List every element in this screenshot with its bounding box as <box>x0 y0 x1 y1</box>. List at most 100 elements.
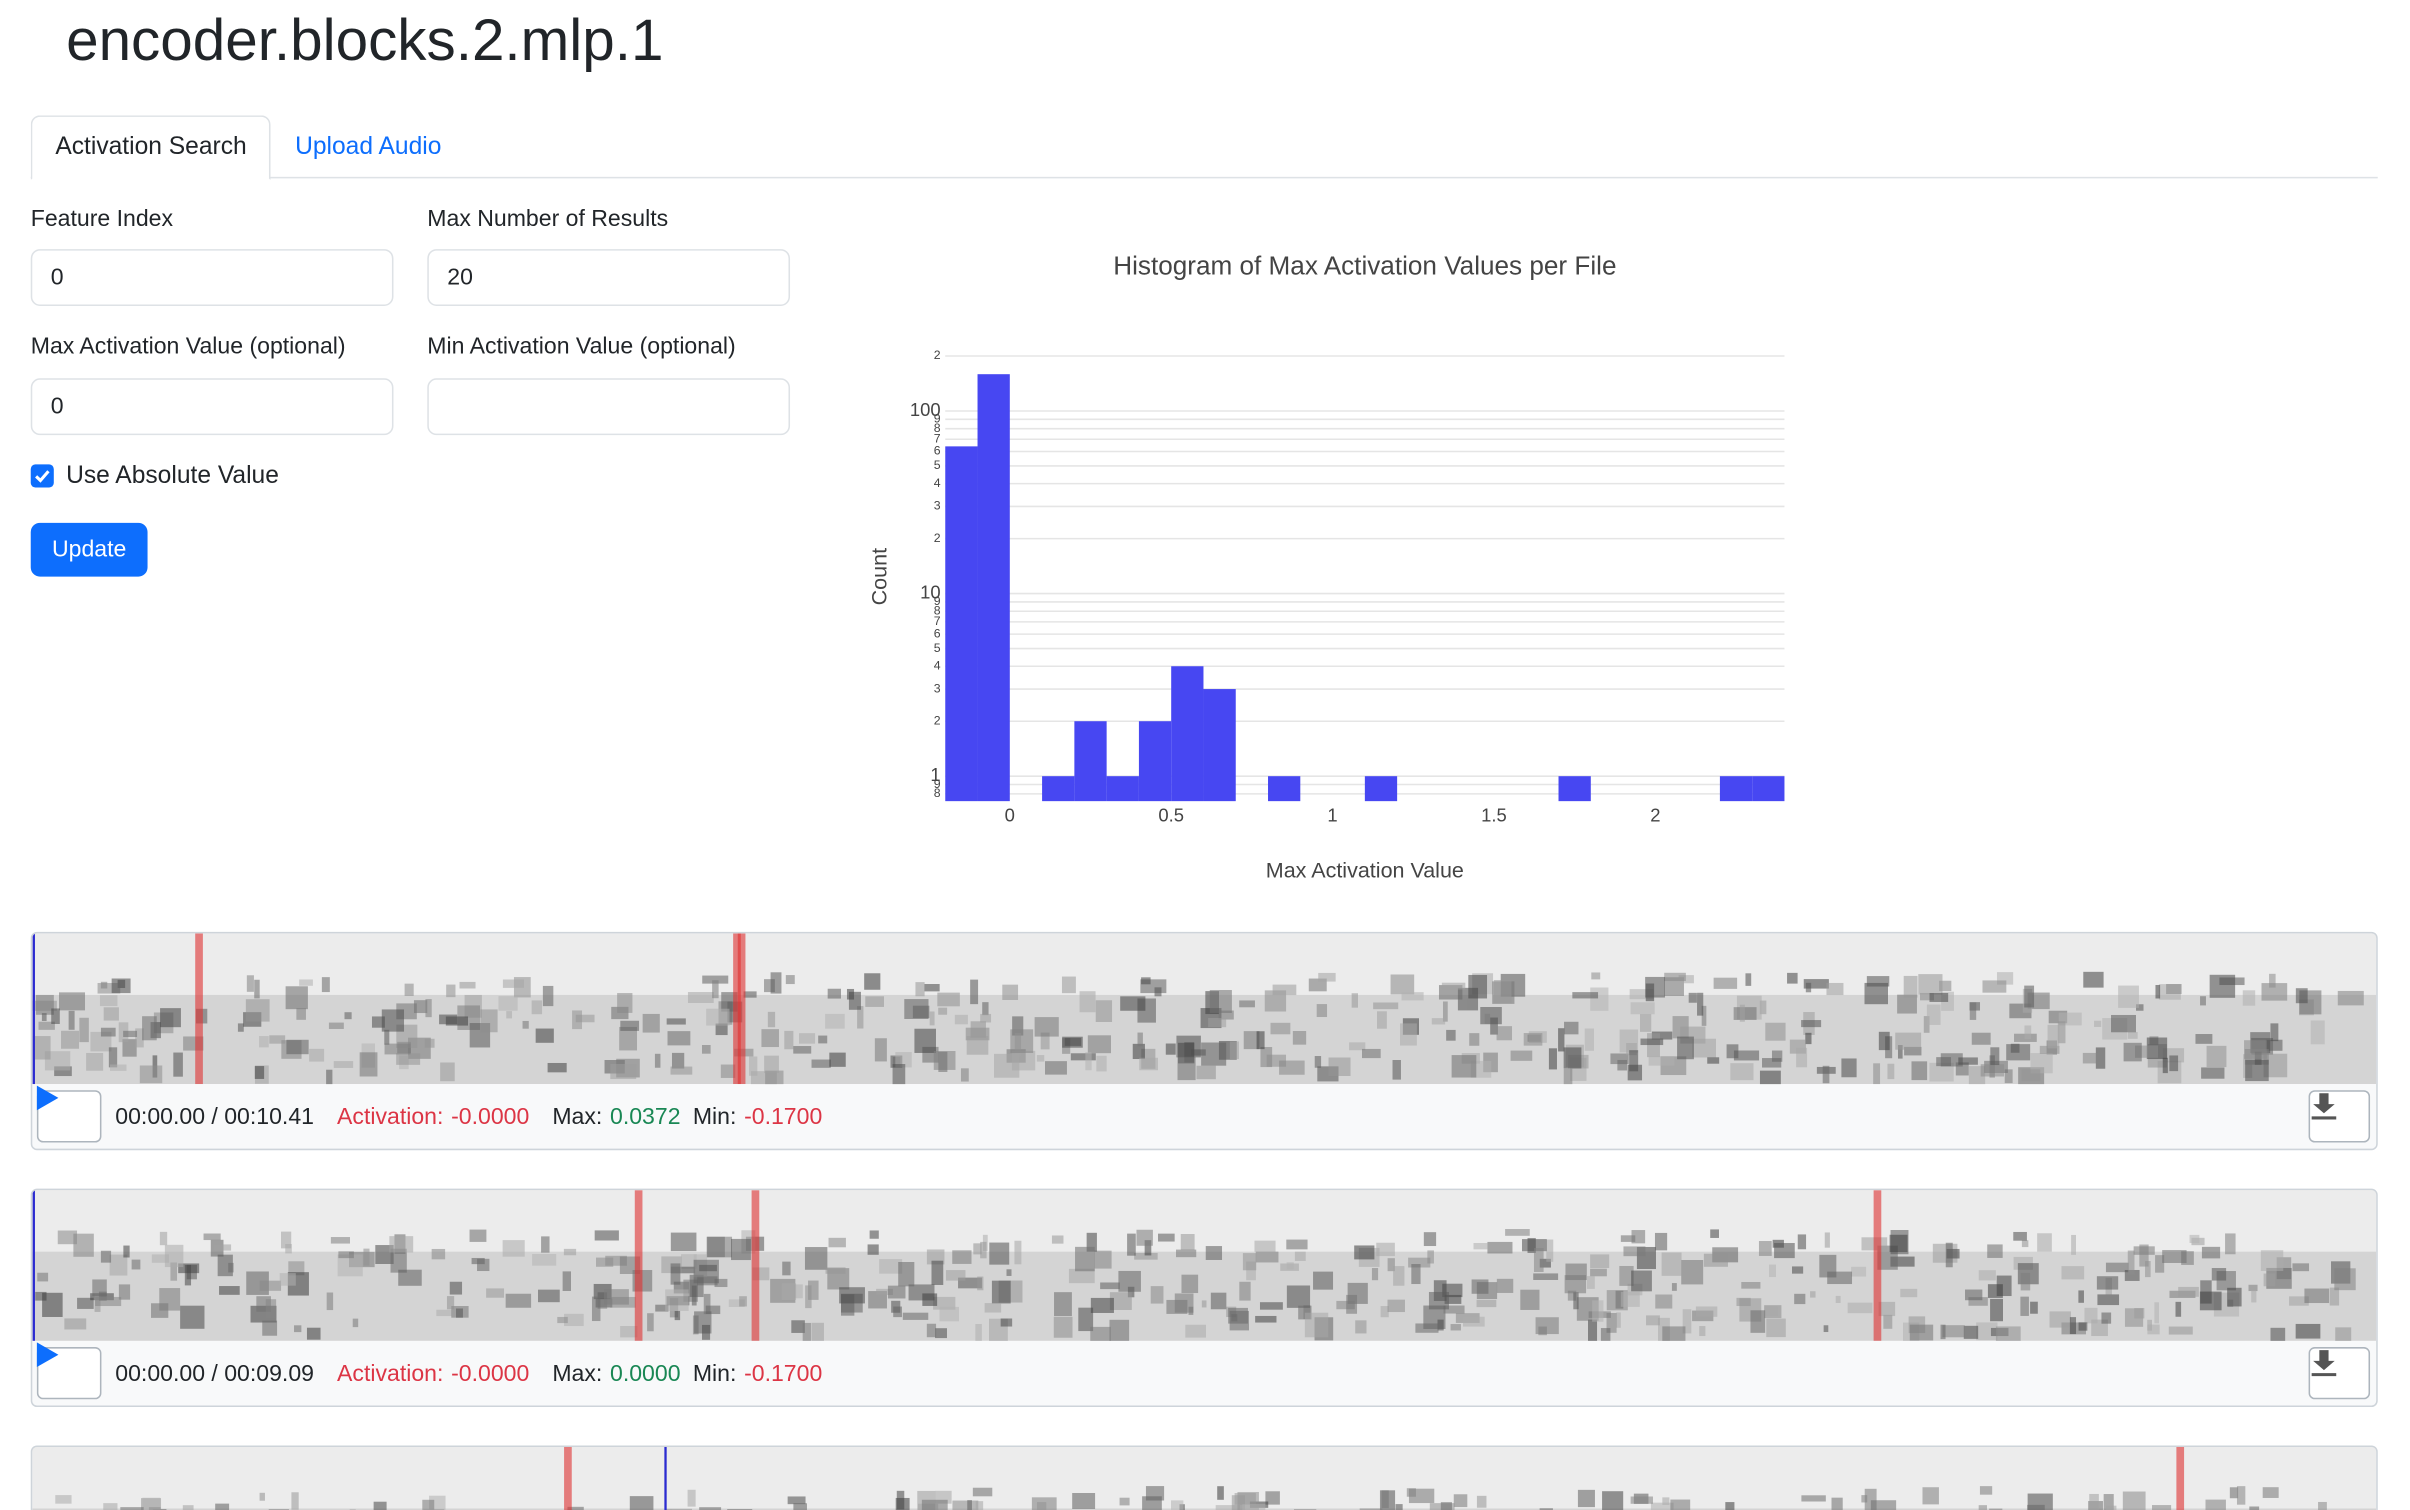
update-button[interactable]: Update <box>30 522 148 577</box>
spectrogram-texture <box>619 1026 638 1051</box>
play-button[interactable] <box>36 1342 102 1400</box>
spectrogram-texture <box>868 1291 887 1309</box>
spectrogram-texture <box>693 1259 719 1284</box>
checkbox[interactable] <box>30 464 54 488</box>
spectrogram-texture <box>867 1244 879 1255</box>
spectrogram-texture <box>2201 1067 2225 1079</box>
spectrogram-texture <box>1359 1508 1383 1510</box>
spectrogram-texture <box>1428 1291 1449 1310</box>
spectrogram-texture <box>2155 985 2161 999</box>
spectrogram-texture <box>1085 1052 1092 1071</box>
spectrogram-texture <box>937 992 960 1007</box>
spectrogram-texture <box>79 1017 89 1043</box>
tab[interactable]: Activation Search <box>30 115 271 180</box>
spectrogram-texture <box>2329 1287 2340 1306</box>
spectrogram-texture <box>879 1259 903 1274</box>
spectrogram-texture <box>764 979 775 993</box>
spectrogram-texture <box>2292 1263 2310 1272</box>
spectrogram-texture <box>805 1285 812 1309</box>
spectrogram-texture <box>575 1014 595 1023</box>
spectrogram-texture <box>893 1306 902 1318</box>
spectrogram-texture <box>1031 1497 1057 1510</box>
spectrogram-texture <box>706 1008 730 1026</box>
text-input[interactable] <box>427 378 791 436</box>
spectrogram-texture <box>605 1255 627 1266</box>
spectrogram-texture <box>2013 1231 2027 1241</box>
spectrogram-texture <box>288 1261 305 1276</box>
spectrogram-texture <box>103 1503 118 1510</box>
spectrogram-texture <box>1078 1307 1094 1332</box>
spectrogram-texture <box>629 1496 654 1510</box>
spectrogram-texture <box>720 1064 736 1078</box>
spectrogram-texture <box>1377 1011 1387 1029</box>
spectrogram-texture <box>1533 1273 1559 1280</box>
spectrogram-texture <box>895 1497 910 1510</box>
spectrogram[interactable] <box>32 1190 2377 1341</box>
spectrogram-texture <box>1699 1326 1706 1337</box>
spectrogram-texture <box>597 1292 608 1309</box>
spectrogram-texture <box>1387 1299 1405 1313</box>
min-label: Min: <box>692 1360 737 1387</box>
text-input[interactable]: 0 <box>30 249 394 307</box>
spectrogram-texture <box>781 1283 797 1301</box>
spectrogram-texture <box>108 1047 118 1068</box>
spectrogram-texture <box>1079 991 1096 1013</box>
spectrogram-texture <box>2261 983 2288 1001</box>
text-input[interactable]: 0 <box>30 378 394 436</box>
tab[interactable]: Upload Audio <box>295 133 442 160</box>
spectrogram-texture <box>363 1248 370 1266</box>
spectrogram-texture <box>398 1269 422 1286</box>
spectrogram-texture <box>237 1023 244 1032</box>
spectrogram-texture <box>1918 974 1943 995</box>
spectrogram-texture <box>2089 1493 2099 1510</box>
spectrogram-texture <box>2037 1233 2052 1252</box>
spectrogram-texture <box>281 1231 292 1249</box>
spectrogram-texture <box>68 1010 75 1030</box>
spectrogram-texture <box>765 1070 784 1085</box>
spectrogram-texture <box>164 1244 184 1268</box>
spectrogram-texture <box>839 1287 865 1304</box>
spectrogram-texture <box>1094 1250 1112 1269</box>
play-button[interactable] <box>36 1085 102 1143</box>
spectrogram-texture <box>219 1286 240 1295</box>
activation-value: -0.0000 <box>451 1103 530 1130</box>
spectrogram-texture <box>109 1254 128 1276</box>
spectrogram-texture <box>1231 1314 1238 1322</box>
spectrogram[interactable] <box>32 1446 2377 1510</box>
spectrogram-texture <box>1929 1062 1954 1082</box>
spectrogram-texture <box>2057 1021 2066 1044</box>
spectrogram-texture <box>787 1496 806 1505</box>
spectrogram-texture <box>1437 1319 1444 1331</box>
spectrogram-texture <box>122 1039 137 1057</box>
spectrogram-texture <box>502 979 525 988</box>
spectrogram-texture <box>1259 1302 1283 1310</box>
spectrogram-texture <box>1640 1014 1652 1032</box>
spectrogram-texture <box>1218 1010 1234 1020</box>
spectrogram-texture <box>980 1013 992 1023</box>
download-button[interactable] <box>2308 1090 2371 1143</box>
spectrogram-texture <box>922 1293 938 1306</box>
spectrogram[interactable] <box>32 933 2377 1085</box>
spectrogram-texture <box>1695 1306 1718 1317</box>
spectrogram-texture <box>456 1308 463 1318</box>
spectrogram-texture <box>764 1055 779 1074</box>
spectrogram-texture <box>1750 1310 1766 1333</box>
spectrogram-texture <box>1256 1031 1265 1050</box>
field-label: Min Activation Value (optional) <box>427 333 736 360</box>
spectrogram-texture <box>2162 1057 2168 1074</box>
download-button[interactable] <box>2308 1347 2371 1400</box>
spectrogram-texture <box>1286 1285 1311 1308</box>
spectrogram-texture <box>1318 972 1336 982</box>
spectrogram-texture <box>55 1495 72 1504</box>
spectrogram-texture <box>214 1244 232 1251</box>
spectrogram-texture <box>95 1296 122 1307</box>
text-input[interactable]: 20 <box>427 249 791 307</box>
y-tick-label: 9 <box>934 412 941 426</box>
spectrogram-texture <box>1145 1486 1165 1501</box>
spectrogram-texture <box>118 1284 131 1300</box>
y-tick-label: 5 <box>934 641 941 655</box>
spectrogram-texture <box>1380 1306 1389 1318</box>
spectrogram-texture <box>1929 993 1949 1002</box>
spectrogram-texture <box>1897 994 1917 1014</box>
